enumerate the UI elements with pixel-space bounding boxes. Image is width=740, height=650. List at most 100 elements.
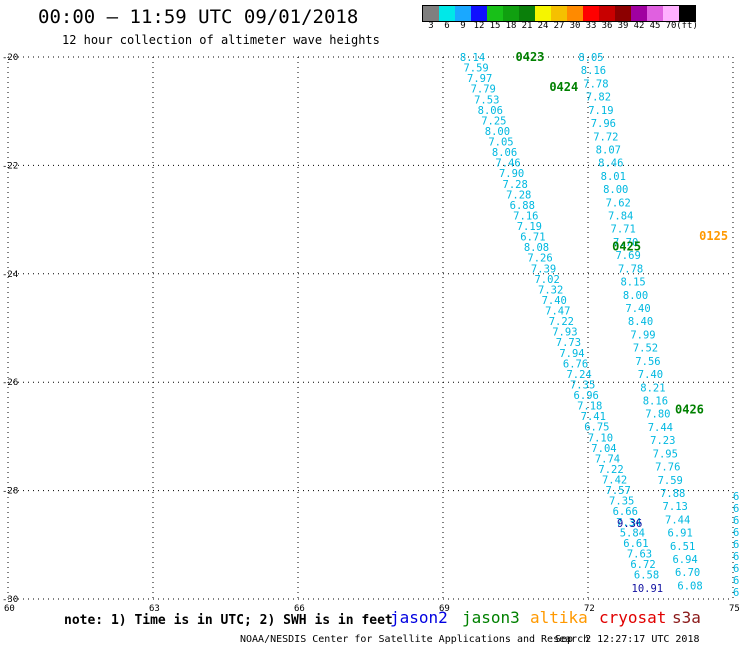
swh-value: 8.06 <box>492 147 517 159</box>
swh-value: 6.66 <box>613 506 638 518</box>
lon-tick-label: 60 <box>4 604 15 614</box>
swh-value: 7.39 <box>531 263 556 275</box>
swh-value: 7.52 <box>633 343 658 355</box>
scale-label: 27 <box>553 21 565 31</box>
scale-swatch <box>535 6 551 21</box>
swh-value: 7.71 <box>611 224 636 236</box>
swh-value: 7.41 <box>581 411 606 423</box>
scale-swatch <box>615 6 631 21</box>
scale-label: 18 <box>505 21 517 31</box>
scale-label: 39 <box>617 21 629 31</box>
swh-value: 6.75 <box>584 422 609 434</box>
swh-value: 8.14 <box>460 52 485 64</box>
swh-value: 7.56 <box>635 356 660 368</box>
scale-swatch <box>519 6 535 21</box>
scale-swatch <box>439 6 455 21</box>
swh-value: 7.35 <box>609 496 634 508</box>
scale-swatch <box>471 6 487 21</box>
scale-label: 9 <box>460 21 466 31</box>
scale-label: 70 <box>665 21 677 31</box>
swh-value: 7.74 <box>595 453 620 465</box>
pass-label: 0423 <box>516 50 545 64</box>
swh-value: 7.42 <box>602 475 627 487</box>
swh-value: 6.61 <box>623 538 648 550</box>
swh-value: 7.53 <box>474 94 499 106</box>
swh-value-partial: 6 <box>733 575 739 587</box>
lon-tick-label: 63 <box>149 604 160 614</box>
swh-value: 7.63 <box>627 548 652 560</box>
swh-value: 8.16 <box>643 395 668 407</box>
swh-value: 7.23 <box>650 435 675 447</box>
swh-value: 7.69 <box>615 250 640 262</box>
swh-value: 7.22 <box>549 316 574 328</box>
scale-label: 15 <box>489 21 501 31</box>
swh-value: 7.57 <box>606 485 631 497</box>
scale-label: 42 <box>633 21 645 31</box>
swh-value: 7.28 <box>506 189 531 201</box>
swh-value: 7.82 <box>586 92 611 104</box>
swh-value: 8.06 <box>478 105 503 117</box>
swh-value: 7.18 <box>577 401 602 413</box>
swh-value: 7.79 <box>471 84 496 96</box>
swh-value: 7.73 <box>556 337 581 349</box>
swh-value: 5.84 <box>620 527 645 539</box>
swh-value-partial: 6 <box>733 515 739 527</box>
scale-label: 30 <box>569 21 581 31</box>
swh-value: 8.00 <box>485 126 510 138</box>
swh-value: 7.94 <box>559 348 584 360</box>
swh-value: 7.72 <box>593 131 618 143</box>
swh-value: 6.08 <box>677 580 702 592</box>
swh-value: 8.46 <box>598 158 623 170</box>
swh-value: 8.16 <box>581 65 606 77</box>
swh-value: 7.93 <box>552 327 577 339</box>
swh-value: 7.96 <box>591 118 616 130</box>
swh-value: 8.15 <box>620 277 645 289</box>
swh-value: 8.00 <box>603 184 628 196</box>
scale-swatch <box>503 6 519 21</box>
swh-value: 7.04 <box>591 443 616 455</box>
swh-value: 7.19 <box>517 221 542 233</box>
swh-value: 7.88 <box>660 488 685 500</box>
swh-value: 7.78 <box>618 263 643 275</box>
scale-swatch <box>567 6 583 21</box>
swh-value: 7.59 <box>658 475 683 487</box>
pass-label: 0424 <box>549 80 578 94</box>
swh-value: 7.26 <box>527 253 552 265</box>
swh-value: 6.72 <box>630 559 655 571</box>
swh-value: 6.58 <box>634 570 659 582</box>
swh-value-partial: 6 <box>733 587 739 599</box>
scale-swatch <box>551 6 567 21</box>
swh-value: 7.70 <box>613 237 638 249</box>
lon-tick-label: 75 <box>729 604 740 614</box>
swh-value: 7.80 <box>645 409 670 421</box>
lon-tick-label: 69 <box>439 604 450 614</box>
swh-value: 8.01 <box>601 171 626 183</box>
swh-value: 7.19 <box>588 105 613 117</box>
scale-swatch <box>455 6 471 21</box>
scale-swatch <box>679 6 695 21</box>
scale-swatch <box>423 6 439 21</box>
swh-value: 7.24 <box>566 369 591 381</box>
swh-value: 8.00 <box>623 290 648 302</box>
scale-label: 12 <box>473 21 485 31</box>
swh-value: 7.76 <box>655 462 680 474</box>
swh-value: 7.95 <box>653 448 678 460</box>
swh-value: 8.07 <box>596 144 621 156</box>
swh-value: 7.78 <box>583 78 608 90</box>
swh-value: 7.32 <box>538 284 563 296</box>
swh-value-high: 10.91 <box>632 583 664 595</box>
swh-value: 6.70 <box>675 567 700 579</box>
swh-value: 8.05 <box>578 52 603 64</box>
scale-label: 36 <box>601 21 613 31</box>
swh-value: 7.44 <box>665 514 690 526</box>
swh-value: 6.88 <box>510 200 535 212</box>
pass-label: 0125 <box>699 229 728 243</box>
swh-value: 7.40 <box>638 369 663 381</box>
swh-value-partial: 6 <box>733 503 739 515</box>
swh-value: 7.16 <box>513 210 538 222</box>
scale-swatch <box>647 6 663 21</box>
swh-value: 7.97 <box>467 73 492 85</box>
scale-label: 6 <box>444 21 450 31</box>
map-title: 00:00 – 11:59 UTC 09/01/2018 <box>38 6 359 28</box>
